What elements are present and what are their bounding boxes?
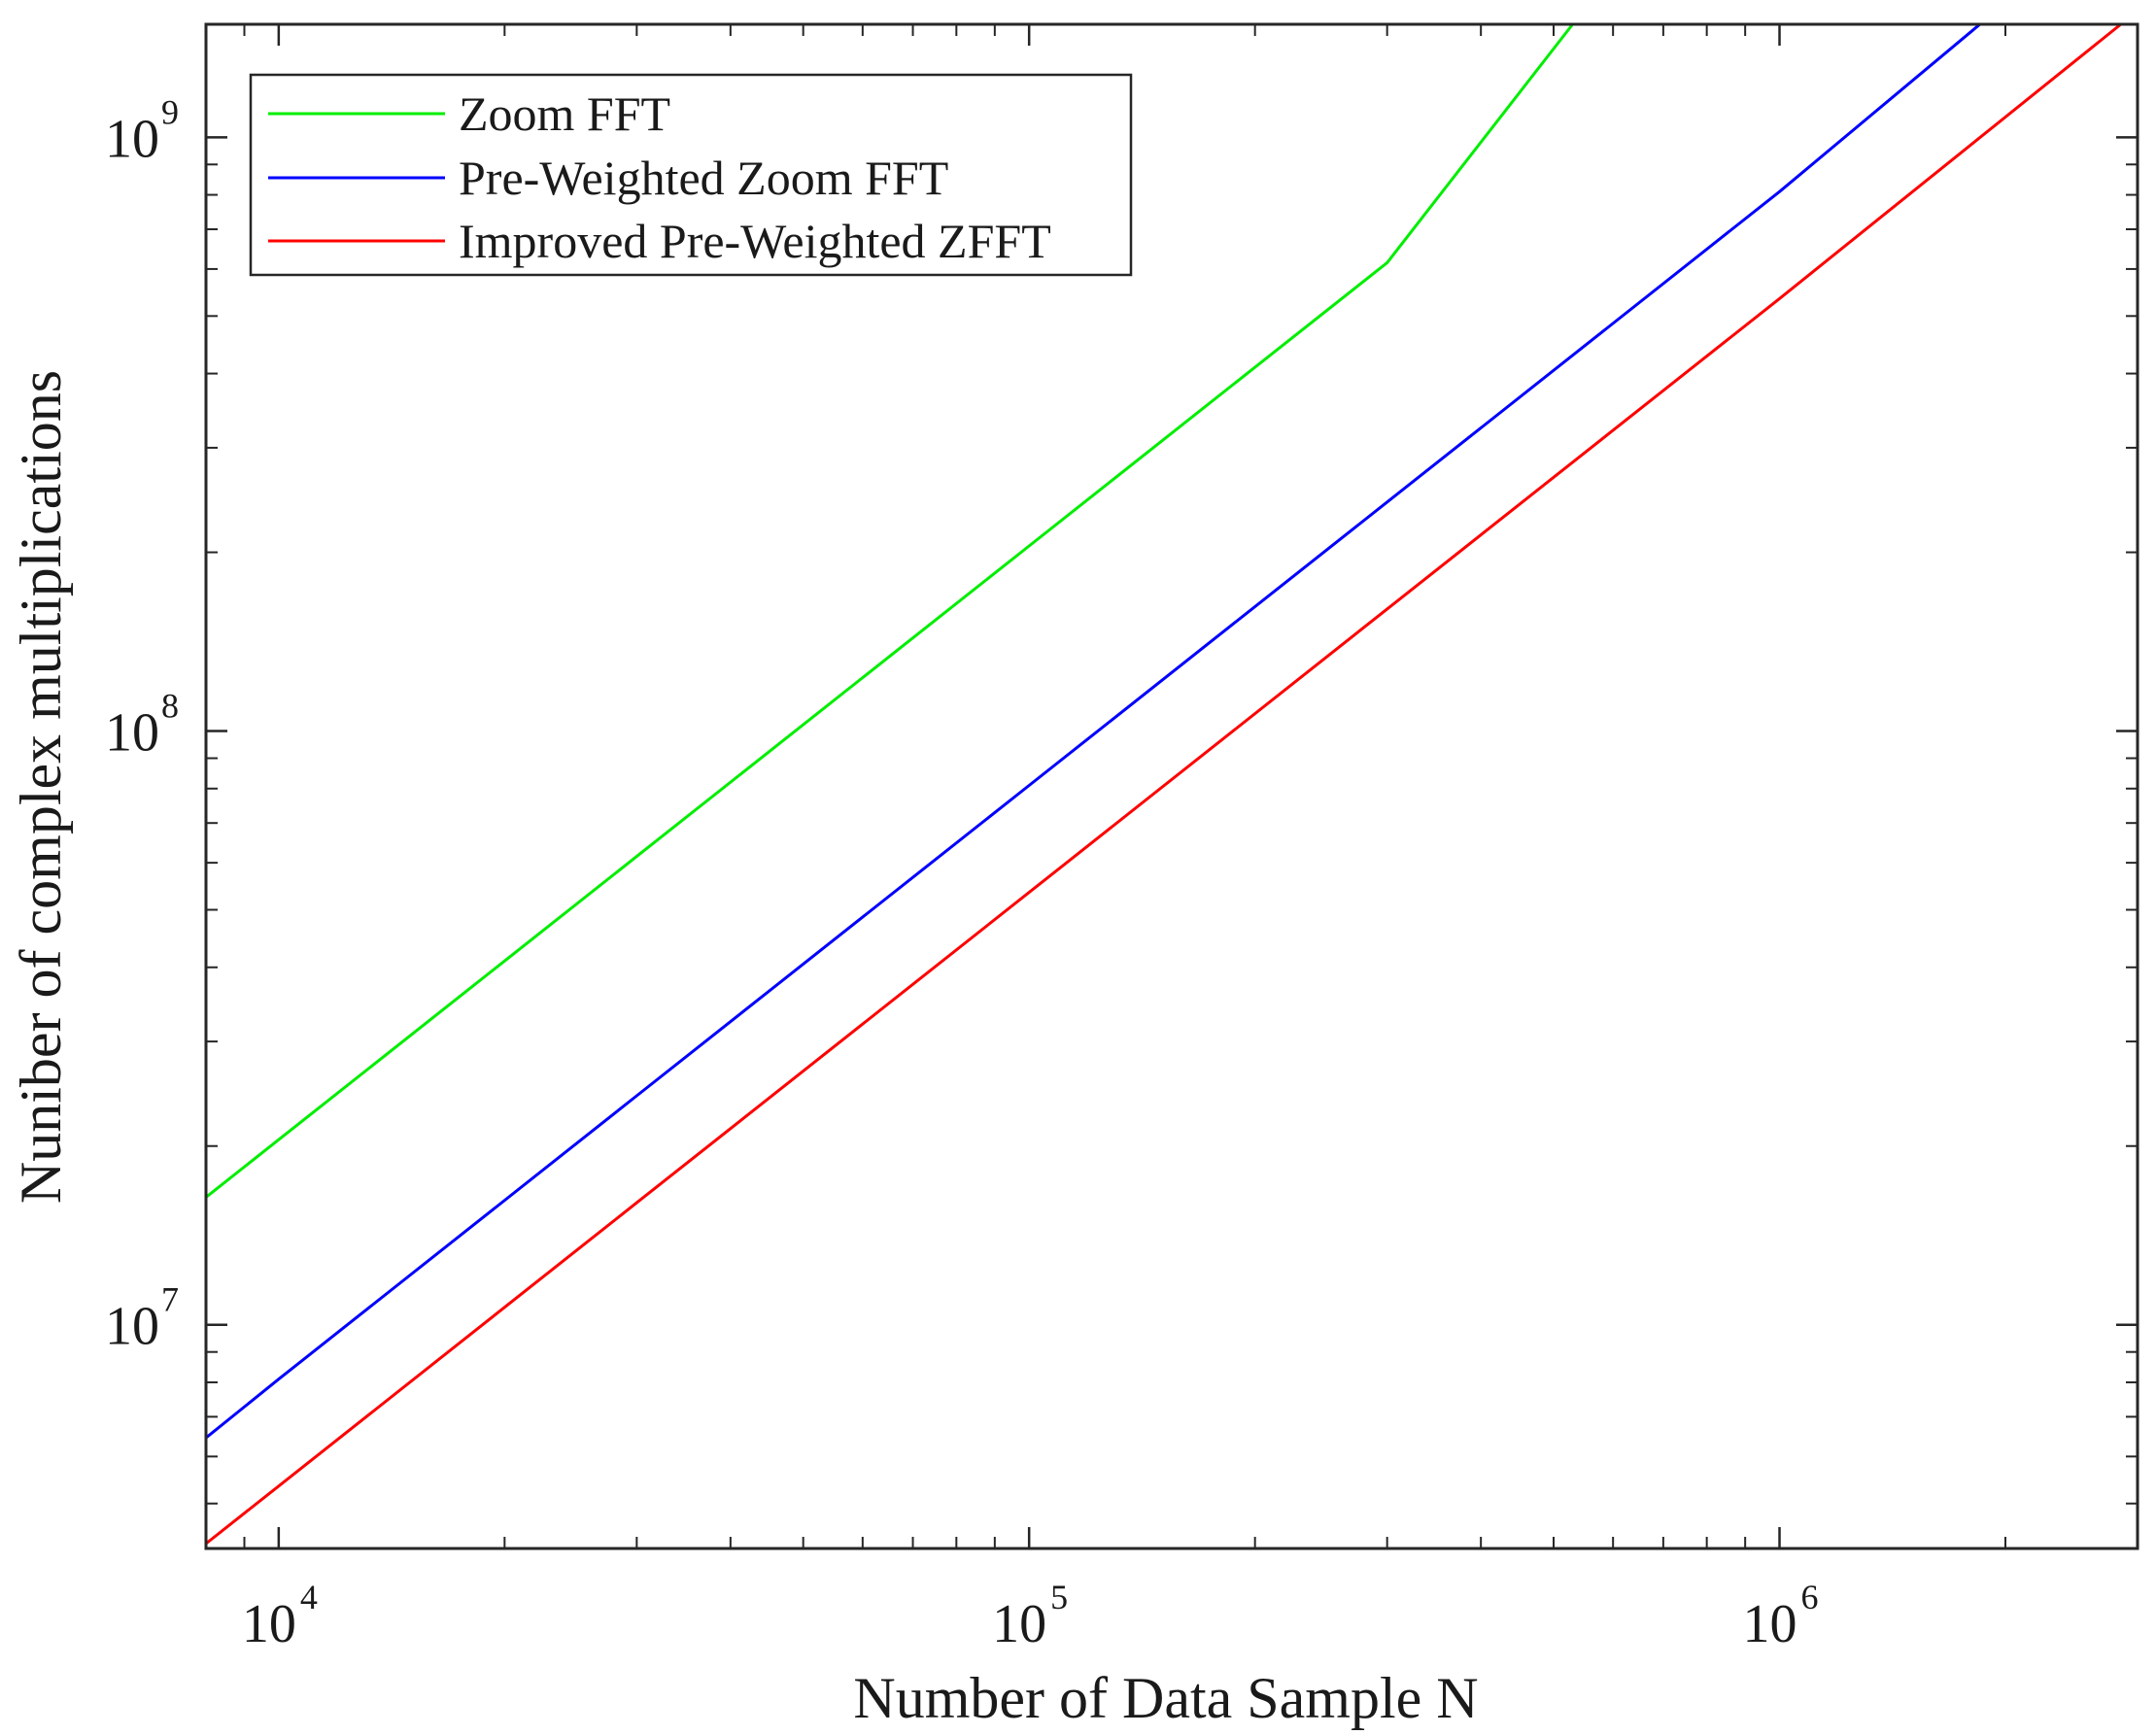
x-tick-labels: 10 4 10 5 10 6 [242,1578,1819,1654]
x-tick-label: 10 [992,1594,1046,1654]
legend-entry-improved-pre-weighted-zfft: Improved Pre-Weighted ZFFT [268,214,1051,268]
series-group [205,22,2122,1546]
legend-entry-zoom-fft: Zoom FFT [268,86,670,141]
y-tick-label-exponent: 8 [161,687,179,726]
major-ticks [206,24,2138,1548]
legend-label-pre-weighted-zoom-fft: Pre-Weighted Zoom FFT [459,151,948,205]
minor-ticks [205,24,2139,1548]
series-line-zoom-fft [205,23,1574,1199]
x-tick-label-exponent: 6 [1801,1578,1819,1616]
y-tick-label: 10 [105,109,159,169]
y-tick-label-exponent: 7 [161,1280,179,1319]
plot-frame [204,22,2139,1550]
y-tick-label-exponent: 9 [161,92,179,131]
series-line-pre-weighted-zoom-fft [205,22,1981,1440]
x-tick-label: 10 [1743,1594,1797,1654]
y-tick-label: 10 [105,703,159,764]
legend-entry-pre-weighted-zoom-fft: Pre-Weighted Zoom FFT [268,151,948,205]
x-tick-label: 10 [242,1594,296,1654]
series-line-improved-pre-weighted-zfft [205,22,2122,1546]
legend: Zoom FFT Pre-Weighted Zoom FFT Improved … [249,73,1133,277]
y-axis-title: Nuniber of complex multiplications [9,370,73,1204]
x-axis-title: Number of Data Sample N [853,1666,1478,1730]
legend-label-zoom-fft: Zoom FFT [459,86,670,141]
legend-label-improved-pre-weighted-zfft: Improved Pre-Weighted ZFFT [459,214,1051,268]
y-tick-label: 10 [105,1297,159,1357]
x-tick-label-exponent: 5 [1050,1578,1068,1616]
x-tick-label-exponent: 4 [300,1578,318,1616]
